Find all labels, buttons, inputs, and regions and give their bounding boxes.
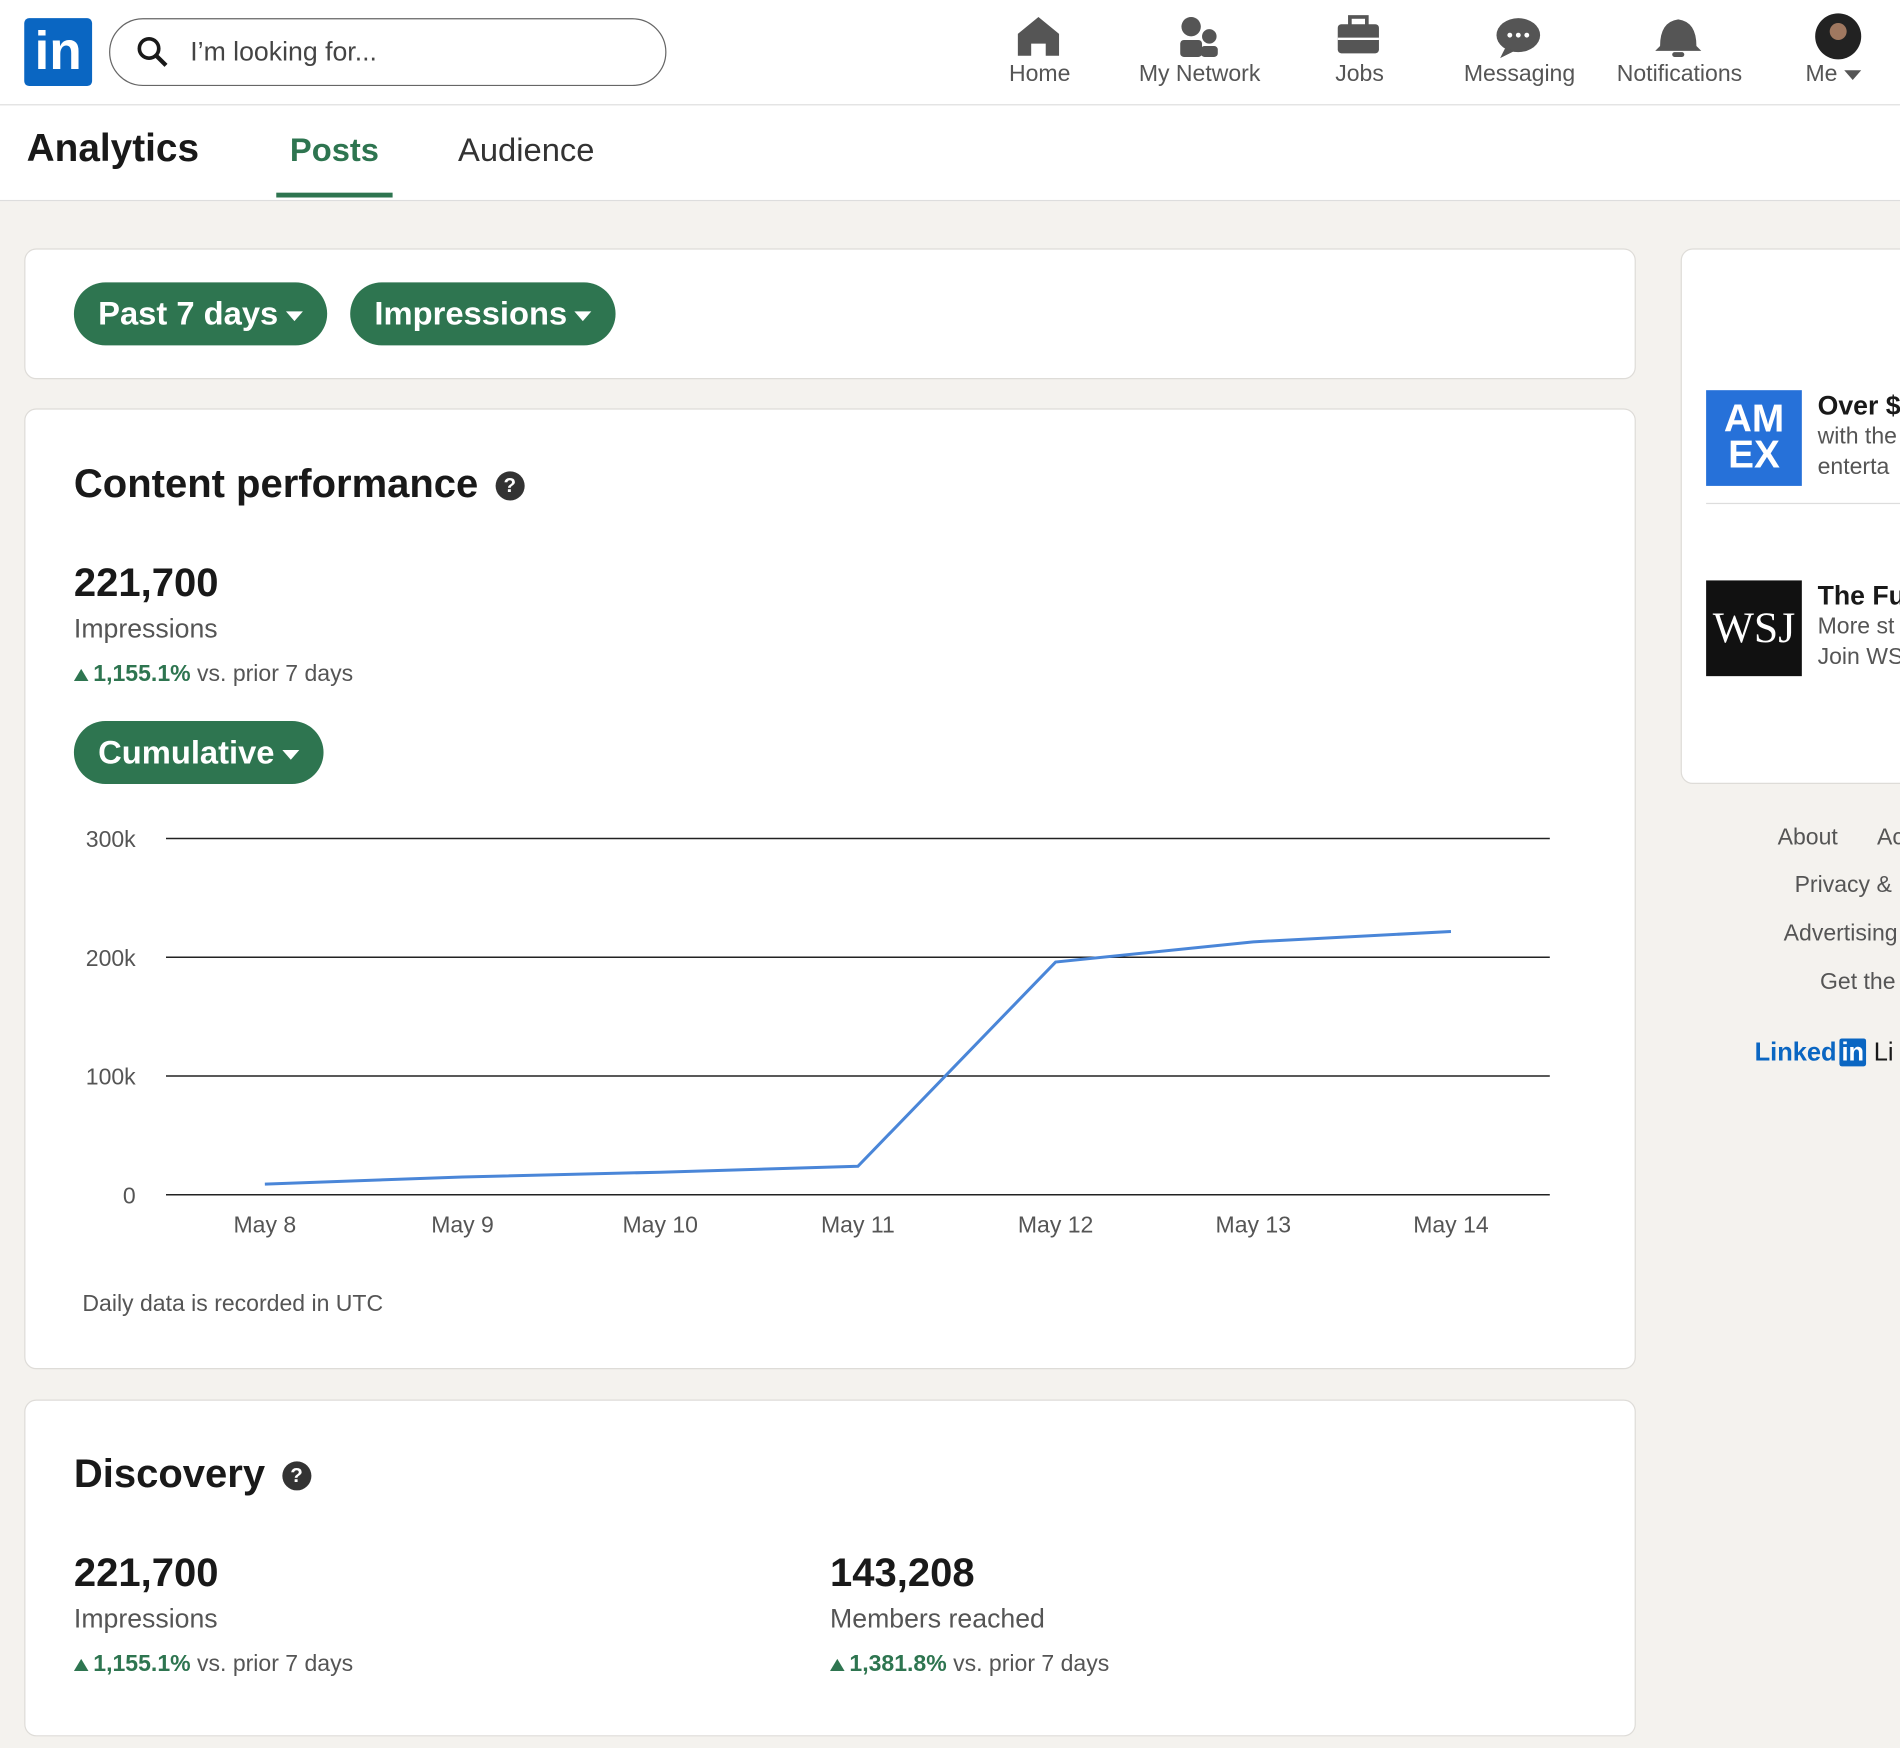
content-title: Content performance? xyxy=(73,460,525,506)
metric-value: 143,208 xyxy=(830,1549,975,1595)
impressions-change: 1,155.1% vs. prior 7 days xyxy=(73,661,354,689)
nav-home[interactable]: Home xyxy=(1008,61,1071,88)
wsj-logo: WSJ xyxy=(1706,580,1802,677)
page-title: Analytics xyxy=(26,126,200,170)
ad-line: More st xyxy=(1817,614,1895,640)
ad-line: with the xyxy=(1817,424,1897,450)
nav-icons xyxy=(1017,13,1862,60)
tab-posts[interactable]: Posts xyxy=(289,132,379,169)
ad-line: enterta xyxy=(1817,454,1890,480)
tab-bar xyxy=(0,105,1900,202)
change-comparison: vs. prior 7 days xyxy=(953,1651,1110,1678)
nav-messaging[interactable]: Messaging xyxy=(1463,61,1576,88)
nav-notifications[interactable]: Notifications xyxy=(1616,61,1743,88)
ad-title[interactable]: The Fu xyxy=(1817,580,1900,611)
change-value: 1,155.1% xyxy=(93,661,191,688)
x-tick-label: May 10 xyxy=(622,1211,697,1237)
nav-me-label: Me xyxy=(1805,61,1838,88)
x-tick-label: May 8 xyxy=(234,1211,297,1237)
metric-label: Impressions xyxy=(73,1603,218,1634)
filter-period[interactable]: Past 7 days xyxy=(73,282,327,346)
change-comparison: vs. prior 7 days xyxy=(197,661,354,688)
metric-change: 1,155.1% vs. prior 7 days xyxy=(73,1651,354,1679)
divider xyxy=(1706,502,1900,505)
amex-logo: AM EX xyxy=(1706,390,1802,486)
change-comparison: vs. prior 7 days xyxy=(197,1651,354,1678)
logo-line: EX xyxy=(1728,432,1780,477)
mode-label: Cumulative xyxy=(98,734,275,771)
filter-metric-label: Impressions xyxy=(374,295,568,333)
discovery-card xyxy=(24,1399,1636,1737)
y-tick-label: 100k xyxy=(86,1064,136,1090)
logo-line: AM xyxy=(1723,396,1785,440)
nav-network[interactable]: My Network xyxy=(1138,61,1261,88)
mode-dropdown[interactable]: Cumulative xyxy=(73,720,323,784)
discovery-title-text: Discovery xyxy=(73,1450,266,1496)
metric-label: Members reached xyxy=(830,1603,1045,1634)
filter-period-label: Past 7 days xyxy=(98,295,279,333)
change-value: 1,155.1% xyxy=(93,1651,191,1678)
x-tick-label: May 11 xyxy=(821,1211,895,1237)
x-tick-label: May 9 xyxy=(431,1211,494,1237)
brand-box: in xyxy=(1839,1038,1867,1067)
metric-value: 221,700 xyxy=(73,1549,219,1595)
nav-me[interactable]: Me xyxy=(1805,61,1862,89)
tab-audience[interactable]: Audience xyxy=(458,132,595,169)
nav-jobs[interactable]: Jobs xyxy=(1335,61,1384,88)
change-value: 1,381.8% xyxy=(849,1651,947,1678)
content-title-text: Content performance xyxy=(73,460,479,506)
search-box[interactable]: I’m looking for... xyxy=(109,18,667,87)
line-series xyxy=(264,929,1452,1186)
impressions-value: 221,700 xyxy=(73,559,219,605)
impressions-label: Impressions xyxy=(73,613,218,644)
brand-text: Linked xyxy=(1754,1038,1837,1067)
tab-indicator xyxy=(276,192,393,198)
x-tick-label: May 12 xyxy=(1018,1211,1093,1237)
x-tick-label: May 13 xyxy=(1216,1211,1291,1237)
footer-link[interactable]: About xyxy=(1777,825,1838,851)
filter-metric[interactable]: Impressions xyxy=(350,282,616,346)
footer-link[interactable]: Ac xyxy=(1876,825,1900,851)
search-icon xyxy=(137,36,168,67)
logo[interactable]: in xyxy=(24,18,93,87)
ad-line: Join WS xyxy=(1817,644,1900,671)
content-card xyxy=(24,408,1636,1370)
discovery-title: Discovery? xyxy=(73,1450,312,1496)
footer-brand: Linked in Li xyxy=(1755,1038,1894,1067)
footer-link[interactable]: Get the xyxy=(1820,969,1896,995)
utc-note: Daily data is recorded in UTC xyxy=(82,1291,384,1318)
footer-link[interactable]: Privacy & xyxy=(1794,872,1892,898)
x-tick-label: May 14 xyxy=(1413,1211,1489,1237)
y-tick-label: 0 xyxy=(123,1182,136,1208)
footer-link[interactable]: Advertising xyxy=(1783,920,1898,947)
y-tick-label: 300k xyxy=(86,826,136,852)
search-placeholder: I’m looking for... xyxy=(190,36,377,67)
metric-change: 1,381.8% vs. prior 7 days xyxy=(830,1652,1109,1679)
ad-title[interactable]: Over $ xyxy=(1817,390,1900,421)
ad-card xyxy=(1680,248,1900,784)
brand-tail: Li xyxy=(1873,1038,1894,1067)
y-tick-label: 200k xyxy=(86,945,136,971)
